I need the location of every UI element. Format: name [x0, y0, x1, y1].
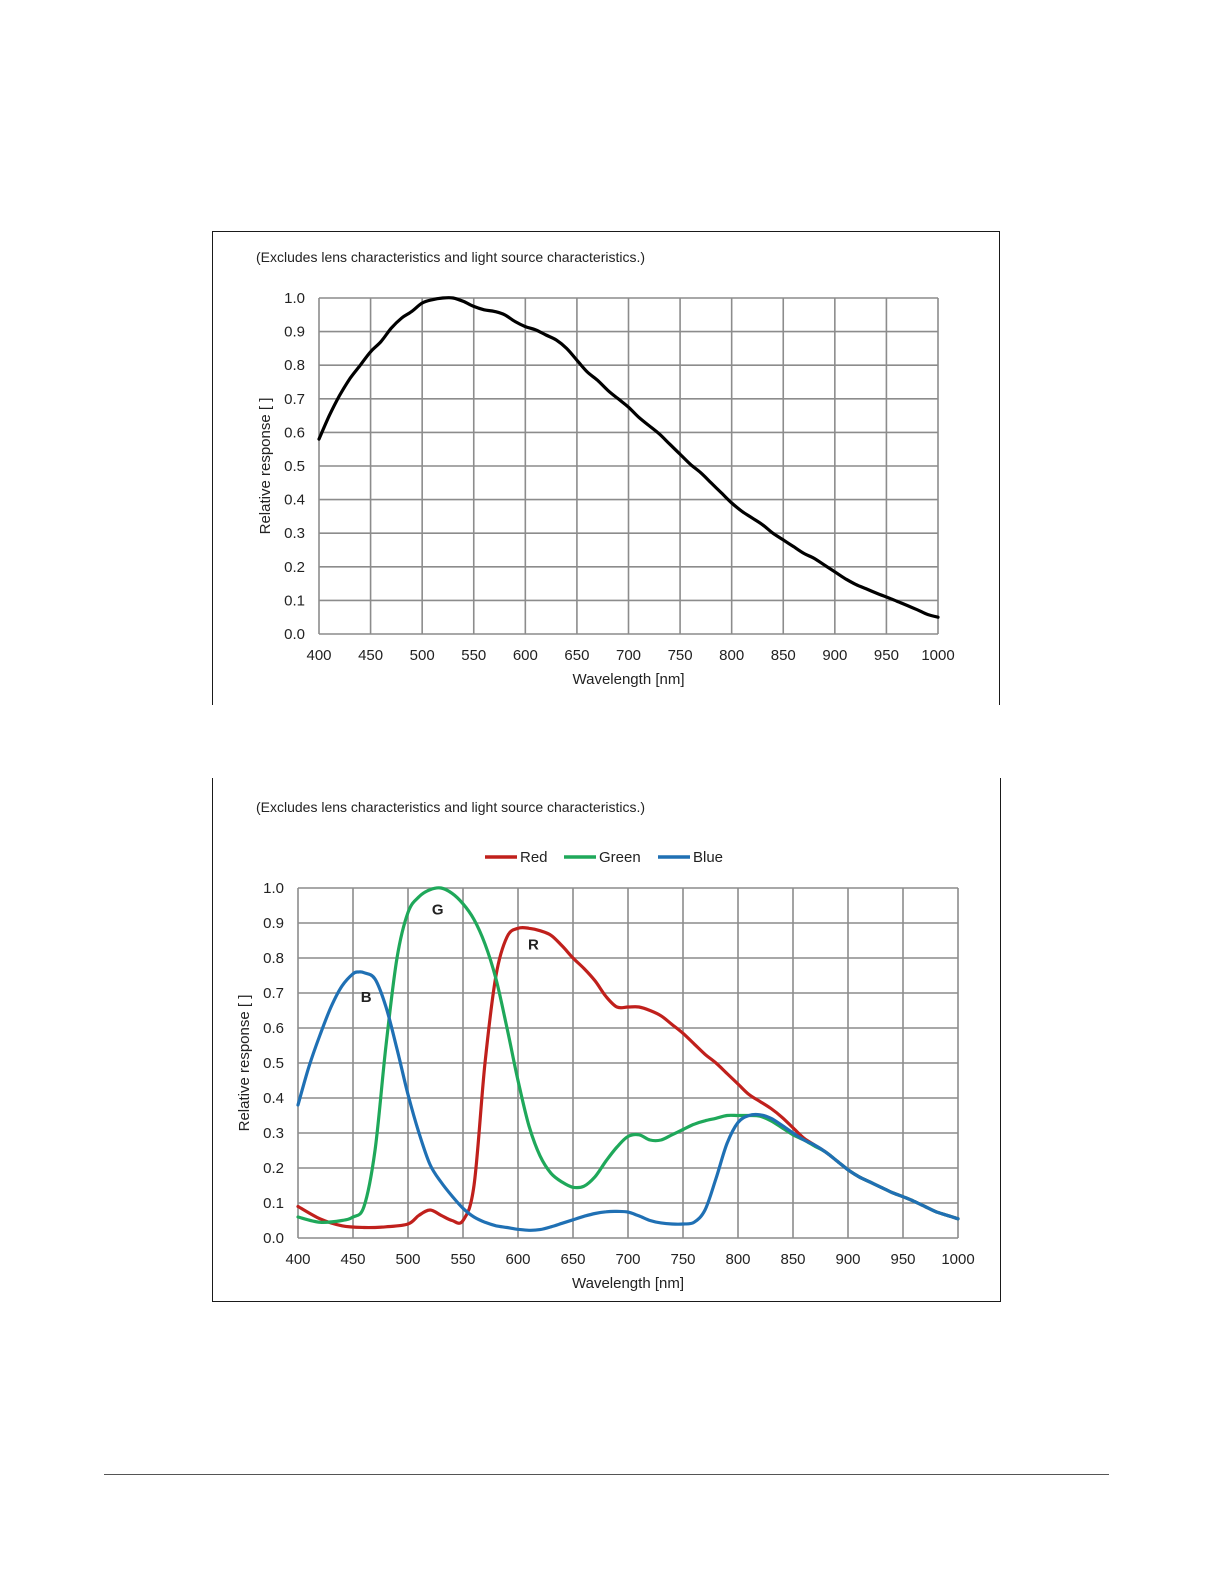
chart-title: (Excludes lens characteristics and light… — [256, 249, 645, 265]
y-tick-label: 0.5 — [284, 458, 305, 475]
x-tick-label: 700 — [615, 1251, 640, 1268]
y-tick-label: 0.2 — [263, 1160, 284, 1177]
x-tick-label: 600 — [513, 647, 538, 664]
y-tick-label: 0.1 — [263, 1195, 284, 1212]
chart-title: (Excludes lens characteristics and light… — [256, 799, 645, 815]
x-tick-label: 650 — [560, 1251, 585, 1268]
x-tick-label: 950 — [874, 647, 899, 664]
curve-annotations: G R B — [361, 901, 539, 1006]
y-tick-label: 0.4 — [284, 492, 305, 509]
x-axis-label: Wavelength [nm] — [573, 671, 685, 688]
y-tick-label: 0.2 — [284, 559, 305, 576]
y-axis-label: Relative response [ ] — [257, 398, 274, 535]
y-tick-label: 0.1 — [284, 592, 305, 609]
y-tick-label: 0.9 — [263, 915, 284, 932]
legend-label-green: Green — [599, 849, 641, 866]
y-tick-label: 1.0 — [284, 290, 305, 307]
monochrome-response-chart: 0.0 0.1 0.2 0.3 0.4 0.5 0.6 0.7 0.8 0.9 1.0 400 450… — [212, 231, 1000, 705]
x-tick-label: 850 — [780, 1251, 805, 1268]
x-tick-label: 650 — [564, 647, 589, 664]
x-tick-label: 1000 — [941, 1251, 974, 1268]
series-lines — [317, 296, 940, 619]
footer-divider — [104, 1474, 1109, 1475]
y-tick-label: 0.9 — [284, 324, 305, 341]
x-tick-label: 700 — [616, 647, 641, 664]
y-tick-label: 0.7 — [263, 985, 284, 1002]
x-tick-labels: 400 450 500 550 600 650 700 750 800 850 900 950 1000 — [285, 1251, 974, 1268]
y-tick-label: 0.3 — [284, 525, 305, 542]
y-tick-label: 1.0 — [263, 880, 284, 897]
x-tick-labels: 400 450 500 550 600 650 700 750 800 850 900 950 1000 — [306, 647, 954, 664]
x-tick-label: 850 — [771, 647, 796, 664]
y-tick-label: 0.0 — [263, 1230, 284, 1247]
y-tick-label: 0.8 — [284, 357, 305, 374]
series-line-blue — [296, 970, 960, 1232]
x-tick-label: 600 — [505, 1251, 530, 1268]
legend-label-red: Red — [520, 849, 548, 866]
y-tick-labels: 0.0 0.1 0.2 0.3 0.4 0.5 0.6 0.7 0.8 0.9 1.0 — [263, 880, 284, 1247]
x-axis-label: Wavelength [nm] — [572, 1275, 684, 1292]
y-tick-label: 0.4 — [263, 1090, 284, 1107]
x-tick-label: 500 — [410, 647, 435, 664]
x-tick-label: 500 — [395, 1251, 420, 1268]
y-tick-label: 0.6 — [263, 1020, 284, 1037]
monochrome-chart-svg: 0.0 0.1 0.2 0.3 0.4 0.5 0.6 0.7 0.8 0.9 1.0 400 450… — [256, 249, 955, 688]
x-tick-label: 800 — [719, 647, 744, 664]
x-tick-label: 900 — [822, 647, 847, 664]
y-tick-label: 0.0 — [284, 626, 305, 643]
y-tick-label: 0.3 — [263, 1125, 284, 1142]
y-tick-label: 0.7 — [284, 391, 305, 408]
x-tick-label: 400 — [306, 647, 331, 664]
y-tick-label: 0.6 — [284, 424, 305, 441]
curve-annotation-b: B — [361, 989, 372, 1006]
x-tick-label: 450 — [340, 1251, 365, 1268]
rgb-response-chart: 0.0 0.1 0.2 0.3 0.4 0.5 0.6 0.7 0.8 0.9 1.0 400 450… — [212, 778, 1001, 1302]
series-line — [317, 296, 940, 619]
curve-annotation-r: R — [528, 936, 539, 953]
x-tick-label: 400 — [285, 1251, 310, 1268]
x-tick-label: 1000 — [921, 647, 954, 664]
x-tick-label: 900 — [835, 1251, 860, 1268]
y-tick-label: 0.5 — [263, 1055, 284, 1072]
grid — [318, 297, 939, 635]
y-tick-label: 0.8 — [263, 950, 284, 967]
x-tick-label: 800 — [725, 1251, 750, 1268]
rgb-chart-svg: 0.0 0.1 0.2 0.3 0.4 0.5 0.6 0.7 0.8 0.9 1.0 400 450… — [236, 799, 975, 1292]
y-axis-label: Relative response [ ] — [236, 995, 253, 1132]
grid — [297, 887, 959, 1239]
legend: Red Green Blue — [485, 849, 723, 866]
curve-annotation-g: G — [432, 901, 444, 918]
series-lines — [296, 886, 960, 1232]
x-tick-label: 450 — [358, 647, 383, 664]
x-tick-label: 750 — [670, 1251, 695, 1268]
x-tick-label: 550 — [461, 647, 486, 664]
x-tick-label: 550 — [450, 1251, 475, 1268]
x-tick-label: 750 — [668, 647, 693, 664]
y-tick-labels: 0.0 0.1 0.2 0.3 0.4 0.5 0.6 0.7 0.8 0.9 1.0 — [284, 290, 305, 643]
legend-label-blue: Blue — [693, 849, 723, 866]
x-tick-label: 950 — [890, 1251, 915, 1268]
